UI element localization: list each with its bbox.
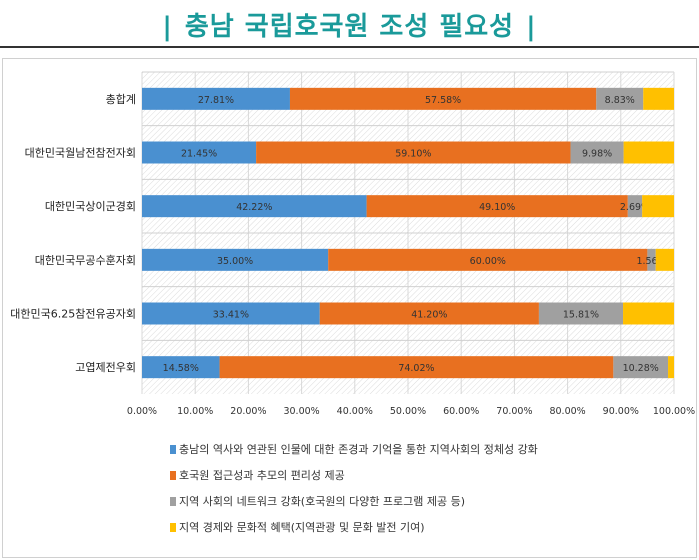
bar-segment bbox=[627, 195, 643, 218]
legend-label: 지역 사회의 네트워크 강화(호국원의 다양한 프로그램 제공 등) bbox=[179, 495, 466, 508]
legend-label: 호국원 접근성과 추모의 편리성 제공 bbox=[179, 469, 345, 482]
data-label: 74.02% bbox=[398, 363, 434, 374]
category-label: 총합계 bbox=[106, 93, 136, 106]
legend-item: 충남의 역사와 연관된 인물에 대한 존경과 기억을 통한 지역사회의 정체성 … bbox=[170, 436, 538, 462]
bar-segment bbox=[256, 141, 571, 164]
legend: 충남의 역사와 연관된 인물에 대한 존경과 기억을 통한 지역사회의 정체성 … bbox=[170, 436, 538, 540]
data-label: 57.58% bbox=[425, 95, 461, 106]
x-tick-label: 0.00% bbox=[127, 406, 157, 417]
bar-segment bbox=[623, 141, 674, 164]
legend-label: 충남의 역사와 연관된 인물에 대한 존경과 기억을 통한 지역사회의 정체성 … bbox=[179, 443, 538, 456]
legend-item: 지역 경제와 문화적 혜택(지역관광 및 문화 발전 기여) bbox=[170, 514, 538, 540]
bar-segment bbox=[142, 141, 257, 164]
category-label: 대한민국월남전참전자회 bbox=[25, 147, 136, 160]
data-label: 15.81% bbox=[563, 310, 599, 321]
category-label: 대한민국무공수훈자회 bbox=[35, 254, 136, 267]
legend-swatch bbox=[170, 444, 176, 454]
bar-segment bbox=[219, 356, 614, 379]
data-label: 1.56% bbox=[636, 256, 666, 267]
bar-segment bbox=[613, 356, 669, 379]
bar-segment bbox=[328, 248, 648, 271]
bar-segment bbox=[570, 141, 624, 164]
bar-segment bbox=[142, 87, 290, 110]
bar-segment bbox=[655, 248, 674, 271]
x-tick-label: 70.00% bbox=[496, 406, 532, 417]
legend-swatch bbox=[170, 522, 176, 532]
bar-segment bbox=[596, 87, 644, 110]
category-label: 대한민국6.25참전유공자회 bbox=[10, 308, 136, 321]
data-label: 42.22% bbox=[236, 202, 272, 213]
x-tick-label: 10.00% bbox=[177, 406, 213, 417]
bar-segment bbox=[142, 356, 220, 379]
data-label: 41.20% bbox=[411, 310, 447, 321]
x-tick-label: 60.00% bbox=[443, 406, 479, 417]
bar-segment bbox=[289, 87, 597, 110]
title-underline bbox=[0, 46, 699, 48]
bar-segment bbox=[142, 195, 367, 218]
x-tick-label: 20.00% bbox=[230, 406, 266, 417]
legend-item: 지역 사회의 네트워크 강화(호국원의 다양한 프로그램 제공 등) bbox=[170, 488, 538, 514]
legend-item: 호국원 접근성과 추모의 편리성 제공 bbox=[170, 462, 538, 488]
bar-segment bbox=[142, 248, 329, 271]
x-tick-label: 100.00% bbox=[653, 406, 695, 417]
x-tick-label: 80.00% bbox=[549, 406, 585, 417]
data-label: 59.10% bbox=[395, 149, 431, 160]
legend-swatch bbox=[170, 496, 176, 506]
page-title: | 충남 국립호국원 조성 필요성 | bbox=[162, 12, 537, 42]
data-label: 33.41% bbox=[213, 310, 249, 321]
x-tick-label: 90.00% bbox=[603, 406, 639, 417]
stacked-bar-chart: 0.00% 10.00% 20.00% 30.00% 40.00% 50.00% 60.00… bbox=[10, 71, 695, 417]
bar-segment bbox=[642, 195, 674, 218]
category-label: 고엽제전우회 bbox=[75, 361, 136, 374]
data-label: 21.45% bbox=[181, 149, 217, 160]
bar-segment bbox=[643, 87, 674, 110]
chart-frame bbox=[2, 58, 697, 558]
bar-segment bbox=[142, 302, 320, 325]
x-tick-label: 50.00% bbox=[390, 406, 426, 417]
data-label: 9.98% bbox=[582, 149, 612, 160]
category-label: 대한민국상이군경회 bbox=[45, 200, 136, 213]
bar-segment bbox=[623, 302, 674, 325]
data-label: 35.00% bbox=[217, 256, 253, 267]
data-label: 8.83% bbox=[605, 95, 635, 106]
x-tick-label: 40.00% bbox=[337, 406, 373, 417]
data-label: 2.69% bbox=[620, 202, 650, 213]
x-tick-label: 30.00% bbox=[283, 406, 319, 417]
data-label: 60.00% bbox=[470, 256, 506, 267]
data-label: 14.58% bbox=[163, 363, 199, 374]
bar-segment bbox=[538, 302, 624, 325]
legend-swatch bbox=[170, 470, 176, 480]
bar-segment bbox=[647, 248, 656, 271]
data-label: 49.10% bbox=[479, 202, 515, 213]
bar-segment bbox=[319, 302, 539, 325]
data-label: 10.28% bbox=[623, 363, 659, 374]
legend-label: 지역 경제와 문화적 혜택(지역관광 및 문화 발전 기여) bbox=[179, 521, 425, 534]
bar-segment bbox=[668, 356, 674, 379]
bar-segment bbox=[366, 195, 628, 218]
data-label: 27.81% bbox=[198, 95, 234, 106]
